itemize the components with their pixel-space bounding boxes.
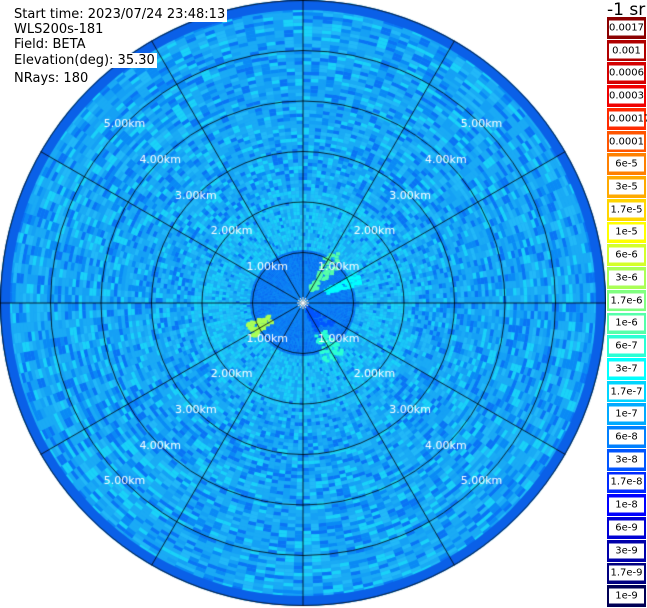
elevation-label: Elevation(deg): 35.30 xyxy=(12,53,157,68)
colorbar-swatch: 1e-8 xyxy=(606,493,647,518)
colorbar-tick-label: 1e-8 xyxy=(609,497,644,513)
colorbar-swatch: 1e-6 xyxy=(606,311,647,336)
colorbar-tick-label: 1.7e-9 xyxy=(609,565,644,581)
colorbar-tick-label: 1.7e-6 xyxy=(609,293,644,309)
colorbar-tick-label: 6e-5 xyxy=(609,156,644,172)
colorbar-swatch: 0.0001 xyxy=(606,129,647,154)
ppi-scan-plot xyxy=(0,0,606,607)
colorbar-tick-label: 3e-8 xyxy=(609,452,644,468)
colorbar-swatch: 3e-5 xyxy=(606,175,647,199)
nrays-label: NRays: 180 xyxy=(12,71,91,86)
colorbar-swatch: 6e-5 xyxy=(606,152,647,177)
colorbar-swatch: 0.001 xyxy=(606,38,647,63)
colorbar-swatch: 6e-7 xyxy=(606,334,647,358)
colorbar-tick-label: 3e-9 xyxy=(609,543,644,559)
field-label: Field: BETA xyxy=(12,37,88,52)
colorbar-swatch: 3e-7 xyxy=(606,356,647,381)
device-label: WLS200s-181 xyxy=(12,22,106,37)
colorbar-swatch: 1e-7 xyxy=(606,402,647,427)
colorbar-swatch: 0.00017 xyxy=(606,106,647,131)
colorbar-tick-label: 1e-6 xyxy=(609,315,644,331)
colorbar-tick-label: 0.0001 xyxy=(609,134,644,149)
colorbar-swatch: 1.7e-5 xyxy=(606,197,647,222)
colorbar-tick-label: 1e-5 xyxy=(609,224,644,240)
colorbar-swatch: 3e-8 xyxy=(606,447,647,472)
colorbar-swatch: 3e-6 xyxy=(606,266,647,290)
colorbar: 0.0017 0.001 0.0006 0.0003 0.00017 0.0001 6e-5… xyxy=(606,16,647,608)
colorbar-tick-label: 6e-9 xyxy=(609,520,644,536)
colorbar-swatch: 0.0006 xyxy=(606,61,647,86)
start-time-label: Start time: 2023/07/24 23:48:13 xyxy=(12,7,228,22)
colorbar-swatch: 1.7e-7 xyxy=(606,379,647,404)
colorbar-tick-label: 0.0003 xyxy=(609,88,644,104)
colorbar-swatch: 1e-9 xyxy=(606,584,647,608)
colorbar-swatch: 1.7e-9 xyxy=(606,561,647,586)
colorbar-tick-label: 0.0017 xyxy=(609,20,644,36)
colorbar-swatch: 6e-6 xyxy=(606,243,647,268)
colorbar-swatch: 1.7e-8 xyxy=(606,470,647,495)
colorbar-tick-label: 1e-9 xyxy=(609,588,644,604)
colorbar-tick-label: 1e-7 xyxy=(609,406,644,422)
colorbar-tick-label: 1.7e-7 xyxy=(609,384,644,400)
colorbar-tick-label: 0.001 xyxy=(609,43,644,59)
colorbar-swatch: 0.0017 xyxy=(606,16,647,40)
colorbar-swatch: 1e-5 xyxy=(606,220,647,245)
colorbar-tick-label: 6e-8 xyxy=(609,429,644,445)
colorbar-tick-label: 3e-5 xyxy=(609,179,644,195)
colorbar-tick-label: 6e-6 xyxy=(609,247,644,263)
colorbar-swatch: 6e-9 xyxy=(606,516,647,540)
colorbar-tick-label: 3e-7 xyxy=(609,361,644,377)
colorbar-tick-label: 3e-6 xyxy=(609,270,644,286)
colorbar-swatch: 0.0003 xyxy=(606,84,647,108)
colorbar-swatch: 1.7e-6 xyxy=(606,288,647,313)
colorbar-unit: -1 sr xyxy=(607,0,646,20)
colorbar-swatch: 6e-8 xyxy=(606,425,647,449)
colorbar-tick-label: 6e-7 xyxy=(609,338,644,354)
colorbar-tick-label: 0.00017 xyxy=(609,111,647,127)
colorbar-tick-label: 1.7e-8 xyxy=(609,474,644,490)
colorbar-tick-label: 0.0006 xyxy=(609,65,644,81)
colorbar-tick-label: 1.7e-5 xyxy=(609,202,644,218)
colorbar-swatch: 3e-9 xyxy=(606,538,647,563)
